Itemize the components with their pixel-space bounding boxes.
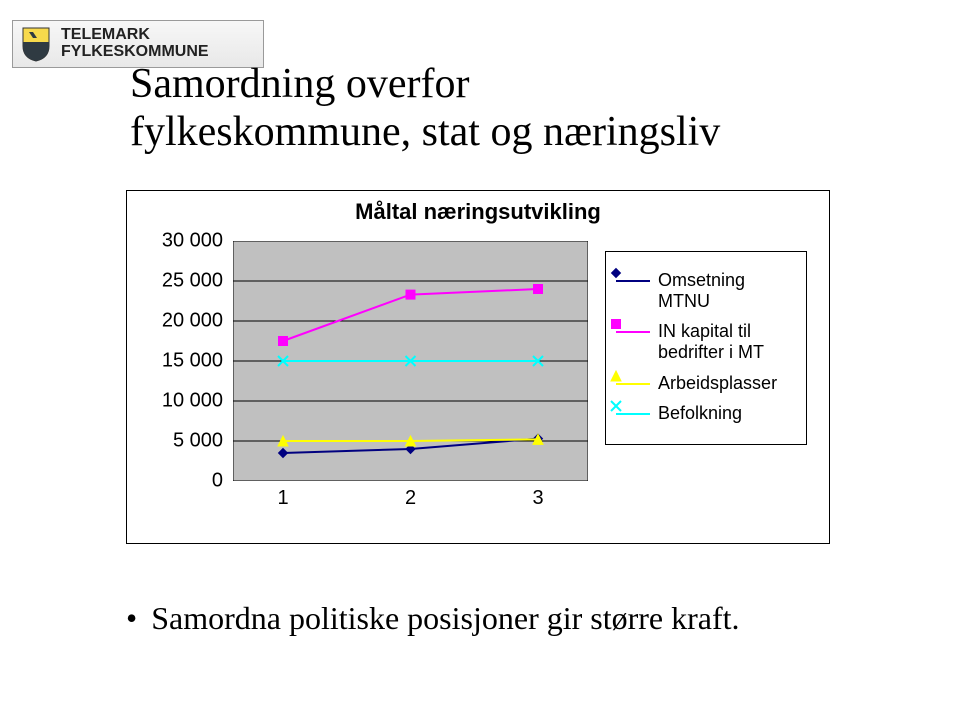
legend-label: Befolkning: [658, 403, 742, 424]
legend-item: Omsetning MTNU: [616, 270, 796, 311]
y-tick-label: 10 000: [137, 390, 223, 413]
legend-item: Befolkning: [616, 403, 796, 424]
legend-swatch: [616, 273, 650, 289]
legend-item: IN kapital til bedrifter i MT: [616, 321, 796, 362]
y-tick-label: 5 000: [137, 430, 223, 453]
slide: TELEMARK FYLKESKOMMUNE Samordning overfo…: [0, 0, 960, 717]
y-tick-label: 20 000: [137, 310, 223, 333]
plot-wrap: 1 2 3: [233, 241, 588, 513]
legend-label: Arbeidsplasser: [658, 373, 777, 394]
y-tick-label: 30 000: [137, 230, 223, 253]
chart-title: Måltal næringsutvikling: [127, 199, 829, 225]
x-tick-label: 2: [405, 487, 416, 510]
chart-frame: Måltal næringsutvikling 0 5 000 10 000 15 0…: [126, 190, 830, 544]
y-axis-labels: 05 00010 00015 00020 00025 00030 000: [137, 241, 223, 513]
x-axis-labels: 1 2 3: [233, 487, 588, 511]
title-line1: Samordning overfor: [130, 60, 830, 108]
legend-swatch: [616, 324, 650, 340]
x-tick-label: 3: [532, 487, 543, 510]
y-tick-label: 25 000: [137, 270, 223, 293]
title-line2: fylkeskommune, stat og næringsliv: [130, 108, 830, 156]
logo-text-line1: TELEMARK: [61, 27, 209, 44]
legend-swatch: [616, 376, 650, 392]
plot-area: [233, 241, 588, 481]
chart-legend: Omsetning MTNU IN kapital til bedrifter i…: [605, 251, 807, 445]
legend-label: Omsetning MTNU: [658, 270, 796, 311]
legend-label: IN kapital til bedrifter i MT: [658, 321, 796, 362]
legend-swatch: [616, 406, 650, 422]
y-tick-label: 15 000: [137, 350, 223, 373]
shield-icon: [21, 26, 51, 62]
logo-text-line2: FYLKESKOMMUNE: [61, 44, 209, 61]
y-tick-label: 0: [137, 470, 223, 493]
x-tick-label: 1: [277, 487, 288, 510]
legend-item: Arbeidsplasser: [616, 373, 796, 394]
page-title: Samordning overfor fylkeskommune, stat o…: [130, 60, 830, 156]
bullet-text: Samordna politiske posisjoner gir større…: [126, 600, 846, 637]
